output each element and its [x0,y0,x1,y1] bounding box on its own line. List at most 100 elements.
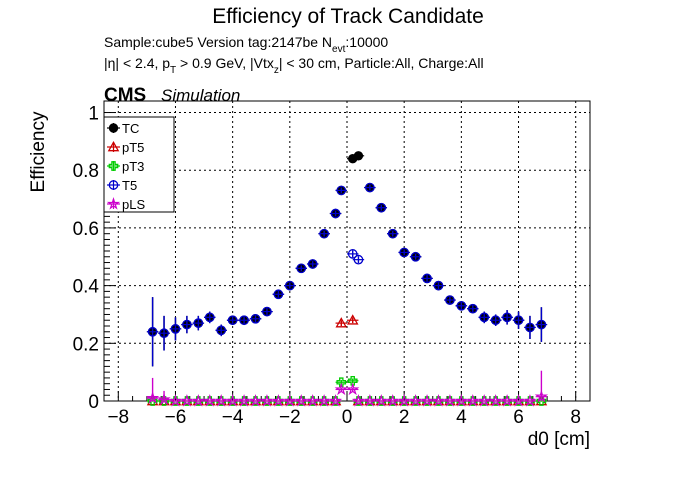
subtitle-line2-a-sub: T [170,65,176,76]
subtitle-line2-b: > 0.9 GeV, |Vtx [176,55,274,71]
data-point [168,394,183,407]
data-point [422,273,432,284]
data-point [353,254,364,265]
data-point [536,319,547,330]
data-point [347,249,358,259]
data-point [237,394,251,407]
y-tick-label: 0.2 [73,334,99,355]
data-point [296,263,307,274]
x-tick-label: −4 [222,407,244,428]
data-point [502,312,512,323]
data-point [445,295,455,305]
data-point [408,394,423,407]
data-point [159,328,169,339]
data-point [250,313,261,324]
chart-title: Efficiency of Track Candidate [212,5,484,28]
data-point [363,394,377,407]
data-point [386,394,400,407]
data-point [500,394,514,407]
legend-marker [106,197,121,210]
data-point [191,394,205,407]
data-point [330,208,341,219]
subtitle-line2: |η| < 2.4, pT > 0.9 GeV, |Vtxz| < 30 cm,… [104,55,484,76]
data-point [346,314,359,325]
x-tick-label: 2 [399,407,410,428]
series-TC [146,151,548,367]
x-tick-label: 6 [513,407,524,428]
data-point [157,392,171,406]
y-tick-label: 0.8 [73,161,99,182]
data-point [346,382,360,396]
subtitle-line2-c: | < 30 cm, Particle:All, Charge:All [279,55,484,71]
data-point [525,322,535,333]
x-tick-label: −8 [107,407,129,428]
x-tick-label: −6 [165,407,187,428]
data-point [204,312,215,323]
data-point [534,389,549,403]
data-point [262,306,272,317]
subtitle-line1-sub: evt [332,44,346,55]
x-tick-label: 4 [456,407,467,428]
data-point [489,394,503,407]
data-point [307,259,318,269]
y-tick-label: 0.6 [73,219,99,240]
simulation-label: Simulation [161,86,240,105]
series-T5 [146,182,548,367]
data-point [216,325,227,336]
y-axis-title: Efficiency [28,111,49,192]
subtitle-line1-suffix: :10000 [345,34,388,50]
axes: −8 −6 −4 −2 0 2 4 6 8 0 0.2 0.4 0.6 0.8 1 [73,100,591,428]
data-point [387,228,398,239]
x-tick-label: 8 [570,407,581,428]
data-point [443,394,457,407]
data-point [248,394,263,407]
cms-label: CMS [104,85,146,106]
data-point [294,394,308,407]
data-point [513,315,524,326]
y-tick-label: 0.4 [73,277,100,298]
data-point [317,394,331,407]
data-point [306,394,320,407]
data-point [374,394,388,407]
data-point [193,318,204,328]
y-tick-label: 1 [88,104,99,125]
data-point [319,228,329,239]
legend-marker [108,161,119,171]
data-point [226,394,240,407]
subtitle-line2-a: |η| < 2.4, p [104,55,170,71]
data-point [456,300,467,311]
data-point [334,382,348,396]
data-point [431,394,446,407]
subtitle-line1: Sample:cube5 Version tag:2147be Nevt:100… [104,34,388,55]
data-point [170,324,181,334]
data-point [145,391,160,404]
legend-label: T5 [122,178,137,193]
data-point [336,185,347,196]
legend-marker [107,140,120,152]
data-point [399,247,410,258]
data-point [397,394,411,407]
data-point [351,394,366,407]
data-point [420,394,434,407]
data-point [353,151,364,161]
data-point [347,375,358,386]
legend-marker [108,180,119,190]
data-point [479,312,490,323]
legend-label: pT5 [122,140,144,155]
data-point [376,202,387,213]
legend-label: TC [122,121,139,136]
data-point [271,394,286,407]
data-point [328,394,343,407]
data-point [147,326,158,337]
data-point [336,377,347,388]
data-point [410,251,421,262]
data-point [454,394,468,407]
data-point [182,319,192,330]
legend-label: pT3 [122,159,144,174]
subtitle-line2-b-sub: z [274,65,279,76]
series-pLS [145,370,549,407]
legend: TC pT5 pT3 T5 pLS [103,116,175,213]
data-point [227,315,238,326]
